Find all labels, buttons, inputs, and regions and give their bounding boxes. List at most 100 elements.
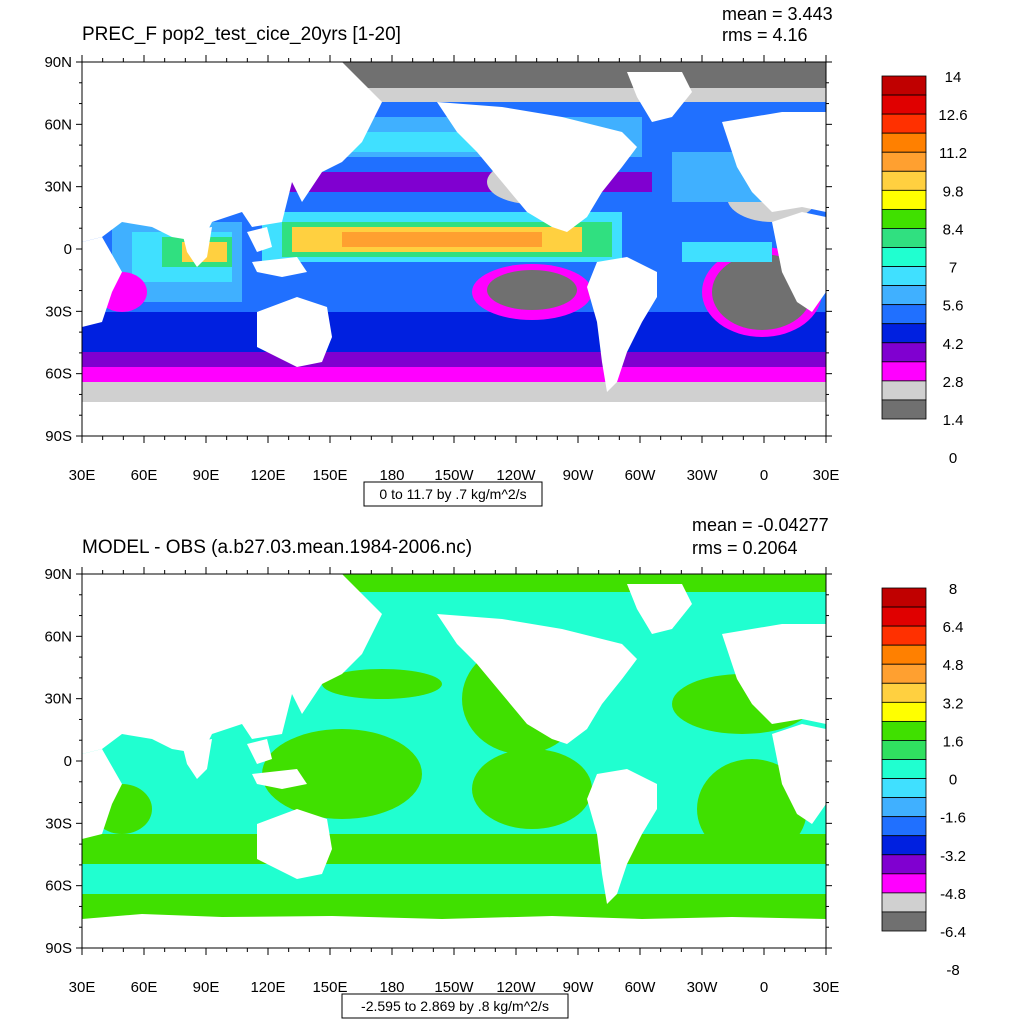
lon-label: 120E [250,979,285,996]
colorbar-swatch [881,151,927,172]
bottom-panel: MODEL - OBS (a.b27.03.mean.1984-2006.nc)… [44,515,966,1019]
colorbar-swatch [881,266,927,287]
colorbar-swatch [881,778,927,799]
lon-label: 120W [496,979,536,996]
lon-label: 90E [193,979,220,996]
colorbar-label: 8.4 [943,221,964,238]
colorbar-swatch [881,113,927,134]
lon-label: 120W [496,467,536,484]
colorbar: 14 12.6 11.2 9.8 8.4 7 5.6 4.2 2.8 1.4 0 [881,69,968,467]
colorbar-swatch [881,720,927,741]
colorbar-label: 1.6 [943,733,964,750]
colorbar-swatch [881,380,927,401]
colorbar-label: 7 [949,260,957,277]
colorbar-label: 0 [949,450,957,467]
colorbar-swatch [881,323,927,344]
colorbar-swatch [881,759,927,779]
colorbar-swatch [881,208,927,229]
lon-label: 150E [312,467,347,484]
lon-label: 150W [434,979,474,996]
colorbar-label: 1.4 [943,412,964,429]
lon-label: 0 [760,467,768,484]
top-panel: PREC_F pop2_test_cice_20yrs [1-20] mean … [44,4,968,507]
contour-info-box: -2.595 to 2.869 by .8 kg/m^2/s [341,993,569,1019]
lon-label: 60W [625,467,657,484]
rms-stat: rms = 4.16 [722,25,808,45]
lon-label: 0 [760,979,768,996]
colorbar-swatch [881,189,927,210]
colorbar-swatch [881,644,927,665]
lat-label: 30N [44,691,72,708]
lon-label: 90W [563,979,595,996]
colorbar-label: 8 [949,581,957,598]
colorbar-swatch [881,606,927,627]
colorbar-swatch [881,170,927,191]
lat-label: 60S [45,366,72,383]
colorbar-label: 14 [945,69,962,86]
colorbar-swatch [881,587,927,608]
difference-map [81,573,827,949]
colorbar-swatch [881,285,927,306]
colorbar-label: -3.2 [940,848,966,865]
longitude-axis: 30E 60E 90E 120E 150E 180 150W 120W 90W 60W 30W 0 30… [69,55,840,484]
lat-label: 90N [44,566,72,583]
colorbar-label: -8 [946,962,959,979]
colorbar-label: -4.8 [940,886,966,903]
colorbar-swatch [881,94,927,115]
precip-map [81,61,827,437]
colorbar-swatch [881,304,927,325]
colorbar-swatch [881,835,927,856]
lon-label: 90W [563,467,595,484]
lat-label: 30S [45,303,72,320]
colorbar-label: 0 [949,772,957,789]
mean-stat: mean = -0.04277 [692,515,829,535]
lon-label: 60E [131,979,158,996]
colorbar-swatch [881,816,927,837]
lat-label: 90N [44,54,72,71]
colorbar-swatch [881,740,927,760]
colorbar-swatch [881,873,927,894]
lon-label: 30E [813,467,840,484]
longitude-axis: 30E 60E 90E 120E 150E 180 150W 120W 90W 60W 30W 0 30… [69,567,840,996]
mean-stat: mean = 3.443 [722,4,833,24]
panel-title: MODEL - OBS (a.b27.03.mean.1984-2006.nc) [82,537,472,558]
colorbar-swatch [881,625,927,646]
colorbar-swatch [881,361,927,382]
lon-label: 180 [379,979,404,996]
lon-label: 30W [687,467,719,484]
lat-label: 60N [44,116,72,133]
lat-label: 30S [45,815,72,832]
colorbar-label: 3.2 [943,695,964,712]
panel-title: PREC_F pop2_test_cice_20yrs [1-20] [82,24,401,45]
lat-label: 90S [45,940,72,957]
lat-label: 60S [45,878,72,895]
colorbar-label: 6.4 [943,619,964,636]
colorbar-swatch [881,797,927,818]
contour-info: 0 to 11.7 by .7 kg/m^2/s [379,486,526,502]
colorbar-swatch [881,682,927,703]
lat-label: 60N [44,628,72,645]
colorbar-swatch [881,663,927,684]
latitude-axis: 90N 60N 30N 0 30S 60S 90S [44,566,832,957]
colorbar-swatch [881,892,927,913]
colorbar-swatch [881,911,927,932]
colorbar-swatch [881,854,927,875]
colorbar-swatch [881,701,927,722]
colorbar-swatch [881,342,927,363]
colorbar-label: 4.2 [943,336,964,353]
lon-label: 30E [69,467,96,484]
colorbar-swatch [881,75,927,96]
colorbar-label: 4.8 [943,657,964,674]
contour-info-box: 0 to 11.7 by .7 kg/m^2/s [363,481,543,507]
colorbar-swatch [881,247,927,267]
lon-label: 120E [250,467,285,484]
lon-label: 150E [312,979,347,996]
colorbar-swatch [881,399,927,420]
colorbar-label: 2.8 [943,374,964,391]
lon-label: 30E [69,979,96,996]
colorbar: 8 6.4 4.8 3.2 1.6 0 -1.6 -3.2 -4.8 -6.4 -8 [881,581,966,979]
colorbar-swatch [881,228,927,248]
colorbar-label: 12.6 [938,107,967,124]
lon-label: 30E [813,979,840,996]
lon-label: 30W [687,979,719,996]
